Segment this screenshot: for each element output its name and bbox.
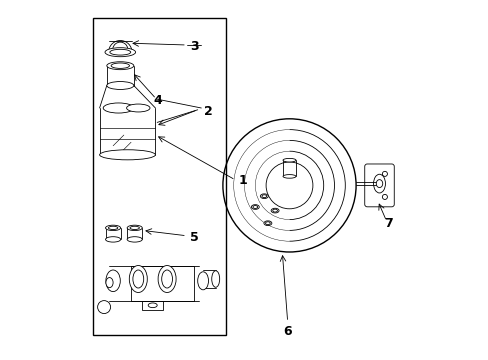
Bar — [131, 266, 194, 301]
Ellipse shape — [100, 150, 155, 160]
Ellipse shape — [264, 221, 271, 225]
Ellipse shape — [127, 237, 142, 242]
Ellipse shape — [130, 226, 139, 230]
Text: 2: 2 — [203, 105, 212, 118]
Ellipse shape — [103, 103, 134, 113]
Bar — [142, 301, 163, 310]
Ellipse shape — [105, 48, 135, 57]
Ellipse shape — [375, 180, 382, 188]
Ellipse shape — [270, 208, 279, 213]
Ellipse shape — [106, 82, 134, 90]
Ellipse shape — [251, 204, 259, 210]
Ellipse shape — [158, 266, 176, 292]
Ellipse shape — [129, 266, 147, 292]
Ellipse shape — [108, 226, 118, 230]
Ellipse shape — [111, 63, 129, 68]
Ellipse shape — [110, 49, 130, 55]
Text: 4: 4 — [153, 94, 162, 107]
Ellipse shape — [260, 194, 268, 199]
Text: 6: 6 — [283, 325, 291, 338]
Ellipse shape — [127, 225, 142, 230]
Text: 1: 1 — [238, 174, 246, 186]
Text: 7: 7 — [384, 217, 392, 230]
Circle shape — [98, 301, 110, 314]
Ellipse shape — [126, 104, 150, 112]
Ellipse shape — [283, 158, 295, 162]
Text: 3: 3 — [189, 40, 198, 53]
Ellipse shape — [211, 271, 219, 287]
Bar — [93, 18, 226, 335]
Ellipse shape — [197, 272, 208, 290]
Text: 5: 5 — [189, 231, 198, 244]
Ellipse shape — [106, 270, 120, 292]
Ellipse shape — [106, 278, 113, 288]
Ellipse shape — [105, 237, 121, 242]
Ellipse shape — [106, 62, 134, 69]
Ellipse shape — [105, 225, 121, 230]
Ellipse shape — [283, 175, 295, 178]
